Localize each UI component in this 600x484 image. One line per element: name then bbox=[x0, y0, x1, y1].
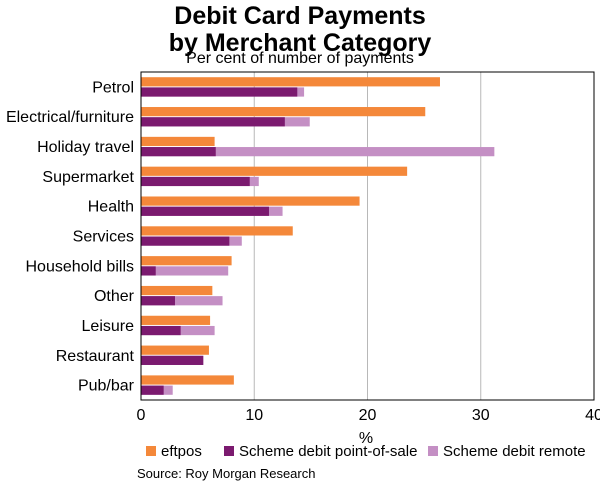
chart-title-line-2: by Merchant Category bbox=[168, 29, 432, 57]
bar-eftpos-8 bbox=[141, 315, 211, 325]
legend-label-0: eftpos bbox=[161, 443, 202, 460]
category-label-4: Health bbox=[88, 199, 134, 216]
category-label-5: Services bbox=[73, 229, 134, 246]
bar-eftpos-6 bbox=[141, 256, 232, 266]
bar-scheme-debit-pos-0 bbox=[141, 87, 298, 97]
x-axis-label: % bbox=[359, 430, 373, 447]
bar-eftpos-9 bbox=[141, 345, 209, 355]
category-label-0: Petrol bbox=[92, 79, 134, 96]
bar-scheme-debit-pos-1 bbox=[141, 117, 285, 127]
category-label-9: Restaurant bbox=[56, 348, 135, 365]
bar-eftpos-4 bbox=[141, 196, 360, 206]
source-note: Source: Roy Morgan Research bbox=[137, 466, 316, 481]
legend-label-2: Scheme debit remote bbox=[443, 443, 586, 460]
bar-eftpos-10 bbox=[141, 375, 234, 385]
bar-scheme-debit-remote-2 bbox=[141, 147, 495, 157]
category-label-2: Holiday travel bbox=[37, 139, 134, 156]
x-tick-label-1: 10 bbox=[245, 407, 263, 424]
bar-scheme-debit-pos-10 bbox=[141, 385, 164, 395]
category-label-1: Electrical/furniture bbox=[6, 109, 134, 126]
x-tick-label-2: 20 bbox=[359, 407, 377, 424]
bar-eftpos-2 bbox=[141, 136, 215, 147]
plot-frame bbox=[140, 71, 595, 401]
category-label-6: Household bills bbox=[25, 258, 134, 275]
bar-eftpos-0 bbox=[141, 77, 440, 87]
x-tick-label-4: 40 bbox=[585, 407, 600, 424]
bar-scheme-debit-pos-7 bbox=[141, 296, 175, 306]
bar-scheme-debit-pos-6 bbox=[141, 266, 156, 276]
chart-title-line-1: Debit Card Payments bbox=[174, 2, 426, 30]
category-label-3: Supermarket bbox=[42, 169, 134, 186]
bar-scheme-debit-pos-3 bbox=[141, 176, 250, 187]
bar-scheme-debit-remote-6 bbox=[141, 266, 229, 276]
chart-subtitle: Per cent of number of payments bbox=[186, 50, 414, 67]
bar-eftpos-3 bbox=[141, 166, 408, 176]
bar-scheme-debit-pos-9 bbox=[141, 355, 204, 365]
x-tick-label-0: 0 bbox=[137, 407, 146, 424]
bar-scheme-debit-pos-4 bbox=[141, 206, 269, 216]
bar-eftpos-7 bbox=[141, 285, 213, 296]
bar-scheme-debit-remote-7 bbox=[141, 296, 223, 306]
bar-eftpos-1 bbox=[141, 107, 426, 117]
bar-scheme-debit-pos-5 bbox=[141, 236, 230, 246]
legend-swatch-0 bbox=[146, 446, 156, 456]
bar-eftpos-5 bbox=[141, 226, 293, 236]
category-label-8: Leisure bbox=[82, 318, 135, 335]
legend-label-1: Scheme debit point-of-sale bbox=[239, 443, 417, 460]
bar-scheme-debit-pos-8 bbox=[141, 325, 181, 336]
category-label-7: Other bbox=[94, 288, 135, 305]
bar-scheme-debit-pos-2 bbox=[141, 147, 216, 157]
x-tick-label-3: 30 bbox=[472, 407, 490, 424]
legend-swatch-2 bbox=[428, 446, 438, 456]
category-label-10: Pub/bar bbox=[78, 378, 135, 395]
legend-swatch-1 bbox=[224, 446, 234, 456]
